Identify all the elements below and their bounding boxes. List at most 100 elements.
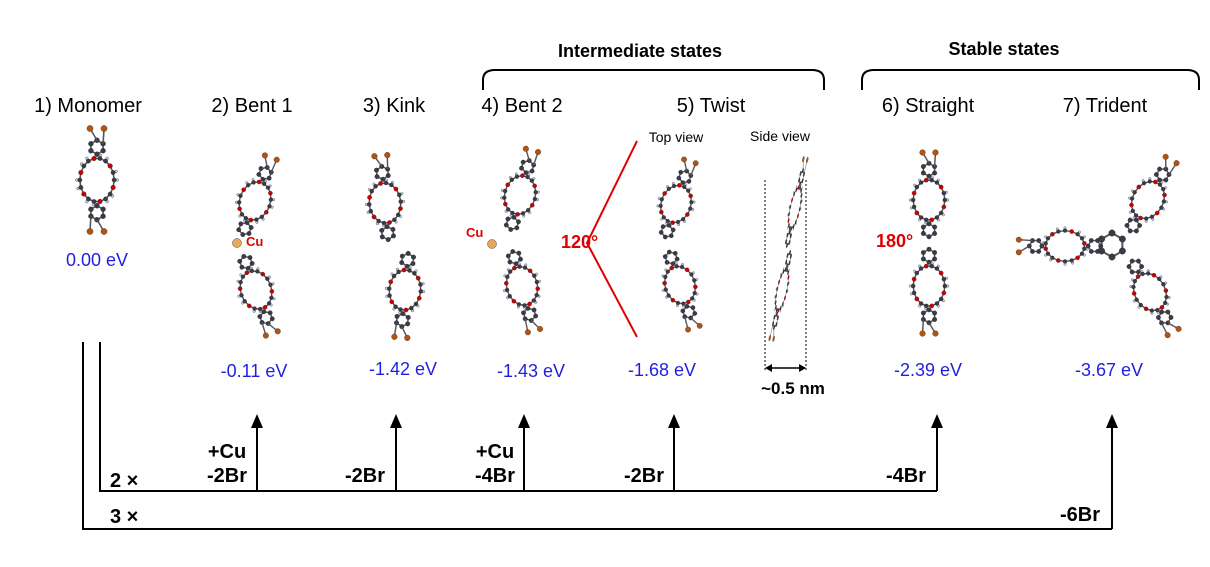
carbon-atom <box>941 190 947 196</box>
molecule-monomer <box>75 125 119 235</box>
oxygen-atom <box>378 181 383 186</box>
carbon-atom <box>379 234 385 240</box>
carbon-atom <box>1085 243 1091 249</box>
carbon-atom <box>394 313 400 319</box>
energy-bent2: -1.43 eV <box>497 361 565 381</box>
bromine-atom <box>86 125 94 132</box>
carbon-atom <box>663 287 668 292</box>
carbon-atom <box>934 180 940 185</box>
carbon-atom <box>525 305 531 311</box>
carbon-atom <box>373 184 378 189</box>
carbon-atom <box>399 260 405 266</box>
carbon-atom <box>376 218 381 224</box>
carbon-atom <box>792 224 795 229</box>
carbon-atom <box>775 305 777 310</box>
carbon-atom <box>1079 251 1085 256</box>
carbon-atom <box>1161 282 1166 287</box>
oxygen-atom <box>800 193 803 198</box>
carbon-atom <box>509 177 514 182</box>
oxygen-atom <box>527 301 532 307</box>
step-bent1-remove-br: -2Br <box>207 465 247 487</box>
carbon-atom <box>942 197 947 203</box>
carbon-atom <box>1131 284 1136 290</box>
oxygen-atom <box>777 308 780 313</box>
carbon-atom <box>800 199 802 205</box>
multiplier-3x: 3 × <box>110 506 138 528</box>
oxygen-atom <box>244 270 250 276</box>
bromine-atom <box>274 328 281 335</box>
carbon-atom <box>94 151 100 157</box>
copper-atom-bent1 <box>232 238 242 248</box>
bromine-atom <box>919 330 926 337</box>
carbon-atom <box>391 273 397 279</box>
carbon-atom <box>267 310 273 316</box>
carbon-atom <box>773 324 775 330</box>
carbon-atom <box>932 224 938 230</box>
carbon-atom <box>269 316 275 322</box>
carbon-atom <box>1056 229 1061 234</box>
bromine-atom <box>692 160 699 167</box>
carbon-atom <box>1159 205 1164 210</box>
carbon-atom <box>926 259 932 265</box>
carbon-atom <box>503 222 509 228</box>
carbon-atom <box>681 217 686 222</box>
carbon-atom <box>658 230 664 235</box>
angle-120-lines <box>585 140 638 338</box>
molecule-twist-upper <box>656 156 699 240</box>
carbon-atom <box>1118 247 1126 255</box>
carbon-atom <box>682 184 687 190</box>
carbon-atom <box>1156 315 1161 320</box>
carbon-atom <box>674 264 679 269</box>
carbon-atom <box>532 196 537 202</box>
carbon-atom <box>932 231 938 236</box>
carbon-atom <box>934 215 940 220</box>
carbon-atom <box>678 169 684 175</box>
oxygen-atom <box>1129 202 1134 208</box>
molecule-kink-lower <box>384 250 426 341</box>
oxygen-atom <box>367 195 372 200</box>
oxygen-atom <box>790 226 793 231</box>
carbon-atom <box>1050 255 1055 260</box>
carbon-atom <box>369 188 374 194</box>
carbon-atom <box>529 178 534 183</box>
carbon-atom <box>1132 190 1137 195</box>
carbon-atom <box>384 224 390 230</box>
oxygen-atom <box>787 218 790 223</box>
carbon-atom <box>516 219 521 225</box>
bromine-atom <box>1015 236 1022 243</box>
molecule-straight-lower <box>908 246 950 337</box>
carbon-atom <box>97 156 103 161</box>
carbon-atom <box>1127 228 1133 234</box>
carbon-atom <box>268 197 273 202</box>
carbon-atom <box>665 269 670 274</box>
bromine-atom <box>261 152 268 159</box>
carbon-atom <box>238 193 243 198</box>
carbon-atom <box>1069 258 1074 263</box>
oxygen-atom <box>1163 288 1169 293</box>
bromine-atom <box>919 149 926 156</box>
carbon-atom <box>521 310 526 316</box>
oxygen-atom <box>938 270 944 276</box>
oxygen-atom <box>669 265 674 271</box>
carbon-atom <box>244 220 250 226</box>
molecule-twist-side-upper <box>785 156 809 248</box>
carbon-atom <box>374 174 380 180</box>
pathway-lines <box>82 342 1113 530</box>
oxygen-atom <box>1075 255 1080 261</box>
carbon-atom <box>511 214 517 220</box>
carbon-atom <box>266 301 272 306</box>
bromine-atom <box>1164 332 1171 339</box>
carbon-atom <box>918 266 924 271</box>
step-kink-remove-br: -2Br <box>345 465 385 487</box>
carbon-atom <box>507 294 512 299</box>
carbon-atom <box>1163 300 1168 305</box>
carbon-atom <box>795 187 798 192</box>
carbon-atom <box>920 170 926 176</box>
carbon-atom <box>100 206 106 212</box>
carbon-atom <box>799 171 802 177</box>
carbon-atom <box>1161 187 1166 192</box>
carbon-atom <box>520 211 526 216</box>
carbon-atom <box>929 177 934 183</box>
carbon-atom <box>660 224 666 229</box>
oxygen-atom <box>677 183 682 188</box>
